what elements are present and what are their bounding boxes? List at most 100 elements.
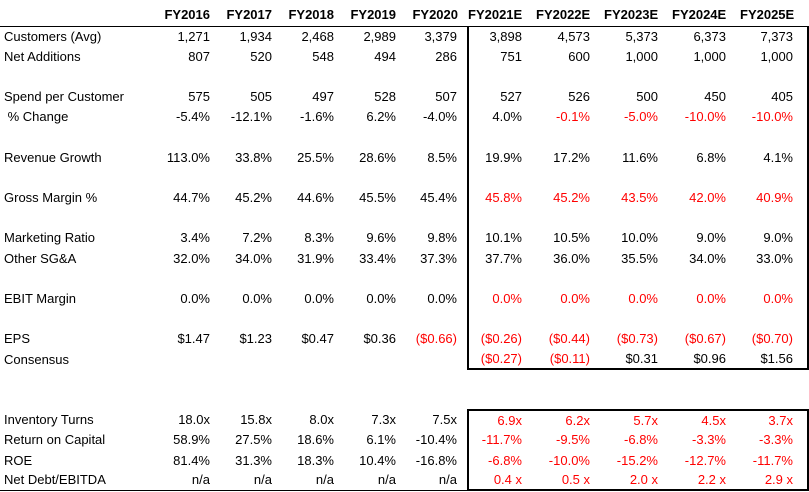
table-row-consensus: Consensus ($0.27) ($0.11) $0.31 $0.96 $1.56 — [0, 349, 809, 371]
cell-spend-pct-change-FY2021E: 4.0% — [467, 106, 536, 127]
spacer-cell — [282, 127, 344, 147]
cell-marketing-ratio-FY2022E: 10.5% — [553, 230, 590, 246]
cell-roe-FY2018: 18.3% — [297, 452, 334, 468]
cell-gross-margin-pct-FY2021E: 45.8% — [467, 187, 536, 208]
spacer-cell — [536, 369, 604, 389]
spacer-cell — [344, 309, 406, 329]
cell-gross-margin-pct-FY2025E: 40.9% — [740, 187, 809, 208]
spacer-cell — [158, 389, 220, 409]
cell-inventory-turns-FY2025E: 3.7x — [740, 408, 809, 430]
table-row-net-debt-ebitda: Net Debt/EBITDA n/a n/a n/a n/a n/a 0.4 x 0.5 x… — [0, 470, 809, 492]
row-label: Marketing Ratio — [4, 230, 96, 246]
cell-customers-avg-FY2020: 3,379 — [424, 28, 457, 44]
spacer-cell — [467, 167, 536, 188]
spacer-cell — [344, 127, 406, 147]
row-label: Inventory Turns — [4, 412, 94, 428]
cell-eps-FY2020: ($0.66) — [415, 331, 457, 347]
cell-gross-margin-pct-FY2020: 45.4% — [420, 190, 457, 206]
cell-other-sga-FY2020: 37.3% — [420, 250, 457, 266]
spacer-cell — [406, 167, 468, 187]
cell-net-additions-FY2017: 520 — [250, 48, 272, 64]
cell-revenue-growth-FY2016: 113.0% — [166, 149, 210, 165]
table-row-return-on-capital: Return on Capital 58.9% 27.5% 18.6% 6.1% -10.… — [0, 429, 809, 450]
cell-gross-margin-pct-FY2023E: 43.5% — [621, 190, 658, 206]
cell-net-debt-ebitda-FY2016: n/a — [158, 470, 220, 491]
spacer-cell — [604, 369, 672, 389]
cell-spend-pct-change-FY2022E: -0.1% — [556, 109, 590, 125]
table-row-marketing-ratio: Marketing Ratio 3.4% 7.2% 8.3% 9.6% 9.8% 10.1%… — [0, 227, 809, 249]
spacer-cell — [0, 167, 158, 187]
cell-revenue-growth-FY2023E: 11.6% — [622, 149, 658, 165]
cell-gross-margin-pct-FY2024E: 42.0% — [689, 190, 726, 206]
cell-net-additions-FY2022E: 600 — [568, 48, 590, 64]
cell-roe-FY2019: 10.4% — [359, 452, 396, 468]
cell-net-additions-FY2025E: 1,000 — [740, 46, 809, 67]
cell-inventory-turns-FY2016: 18.0x — [178, 412, 210, 428]
spacer-cell — [467, 66, 536, 87]
cell-net-debt-ebitda-FY2018: n/a — [282, 470, 344, 491]
cell-spend-per-customer-FY2017: 505 — [250, 89, 272, 105]
spacer-cell — [282, 167, 344, 187]
cell-revenue-growth-FY2020: 8.5% — [427, 149, 457, 165]
cell-net-debt-ebitda-FY2023E: 2.0 x — [604, 470, 672, 492]
cell-eps-FY2016: $1.47 — [177, 331, 210, 347]
spacer-cell — [406, 127, 468, 147]
cell-consensus-FY2021E: ($0.27) — [467, 349, 536, 371]
table-row-spacer — [0, 389, 808, 409]
cell-spend-per-customer-FY2021E: 527 — [467, 86, 536, 107]
spacer-cell — [158, 369, 220, 389]
cell-consensus-FY2024E: $0.96 — [672, 349, 740, 371]
cell-inventory-turns-FY2018: 8.0x — [309, 412, 334, 428]
spacer-cell — [468, 369, 536, 389]
cell-roe-FY2022E: -10.0% — [548, 452, 590, 468]
cell-gross-margin-pct-FY2022E: 45.2% — [553, 190, 590, 206]
cell-roe-FY2016: 81.4% — [173, 452, 210, 468]
cell-revenue-growth-FY2017: 33.8% — [235, 149, 272, 165]
cell-return-on-capital-FY2022E: -9.5% — [556, 432, 590, 448]
spacer-cell — [467, 126, 536, 148]
cell-eps-FY2017: $1.23 — [239, 331, 272, 347]
cell-roe-FY2023E: -15.2% — [616, 452, 658, 468]
cell-marketing-ratio-FY2021E: 10.1% — [467, 227, 536, 249]
table-row-spacer — [0, 167, 809, 188]
spacer-cell — [740, 308, 809, 329]
cell-spend-per-customer-FY2016: 575 — [188, 89, 210, 105]
cell-other-sga-FY2016: 32.0% — [173, 250, 210, 266]
cell-marketing-ratio-FY2020: 9.8% — [427, 230, 457, 246]
cell-consensus-FY2023E: $0.31 — [604, 349, 672, 371]
cell-return-on-capital-FY2025E: -3.3% — [740, 429, 809, 450]
spacer-cell — [0, 127, 158, 147]
cell-spend-per-customer-FY2025E: 405 — [740, 86, 809, 107]
spacer-cell — [220, 268, 282, 288]
cell-return-on-capital-FY2019: 6.1% — [366, 432, 396, 448]
spacer-cell — [282, 369, 344, 389]
cell-consensus-FY2017 — [220, 349, 282, 369]
cell-customers-avg-FY2021E: 3,898 — [467, 26, 536, 47]
cell-spend-pct-change-FY2025E: -10.0% — [740, 106, 809, 127]
row-label: Customers (Avg) — [4, 28, 102, 44]
header-row: FY2016 FY2017 FY2018 FY2019 FY2020 FY2021E FY2… — [0, 3, 808, 27]
cell-inventory-turns-FY2021E: 6.9x — [467, 408, 536, 430]
spacer-cell — [740, 268, 809, 289]
column-header-FY2021E: FY2021E — [468, 3, 536, 27]
row-label-header — [0, 3, 158, 27]
spacer-cell — [282, 268, 344, 288]
spacer-cell — [740, 389, 808, 409]
spacer-cell — [344, 66, 406, 86]
cell-revenue-growth-FY2019: 28.6% — [359, 149, 396, 165]
cell-inventory-turns-FY2022E: 6.2x — [536, 408, 604, 430]
spacer-cell — [536, 167, 604, 187]
row-label: ROE — [4, 452, 33, 468]
cell-eps-FY2024E: ($0.67) — [684, 331, 726, 347]
spacer-cell — [406, 369, 468, 389]
column-header-FY2019: FY2019 — [344, 3, 406, 27]
spacer-cell — [467, 207, 536, 228]
cell-revenue-growth-FY2021E: 19.9% — [467, 147, 536, 168]
cell-other-sga-FY2021E: 37.7% — [467, 248, 536, 269]
spacer-cell — [604, 208, 672, 228]
cell-net-debt-ebitda-FY2017: n/a — [220, 470, 282, 491]
spacer-cell — [672, 369, 740, 389]
spacer-cell — [536, 309, 604, 329]
cell-consensus-FY2022E: ($0.11) — [536, 349, 604, 371]
